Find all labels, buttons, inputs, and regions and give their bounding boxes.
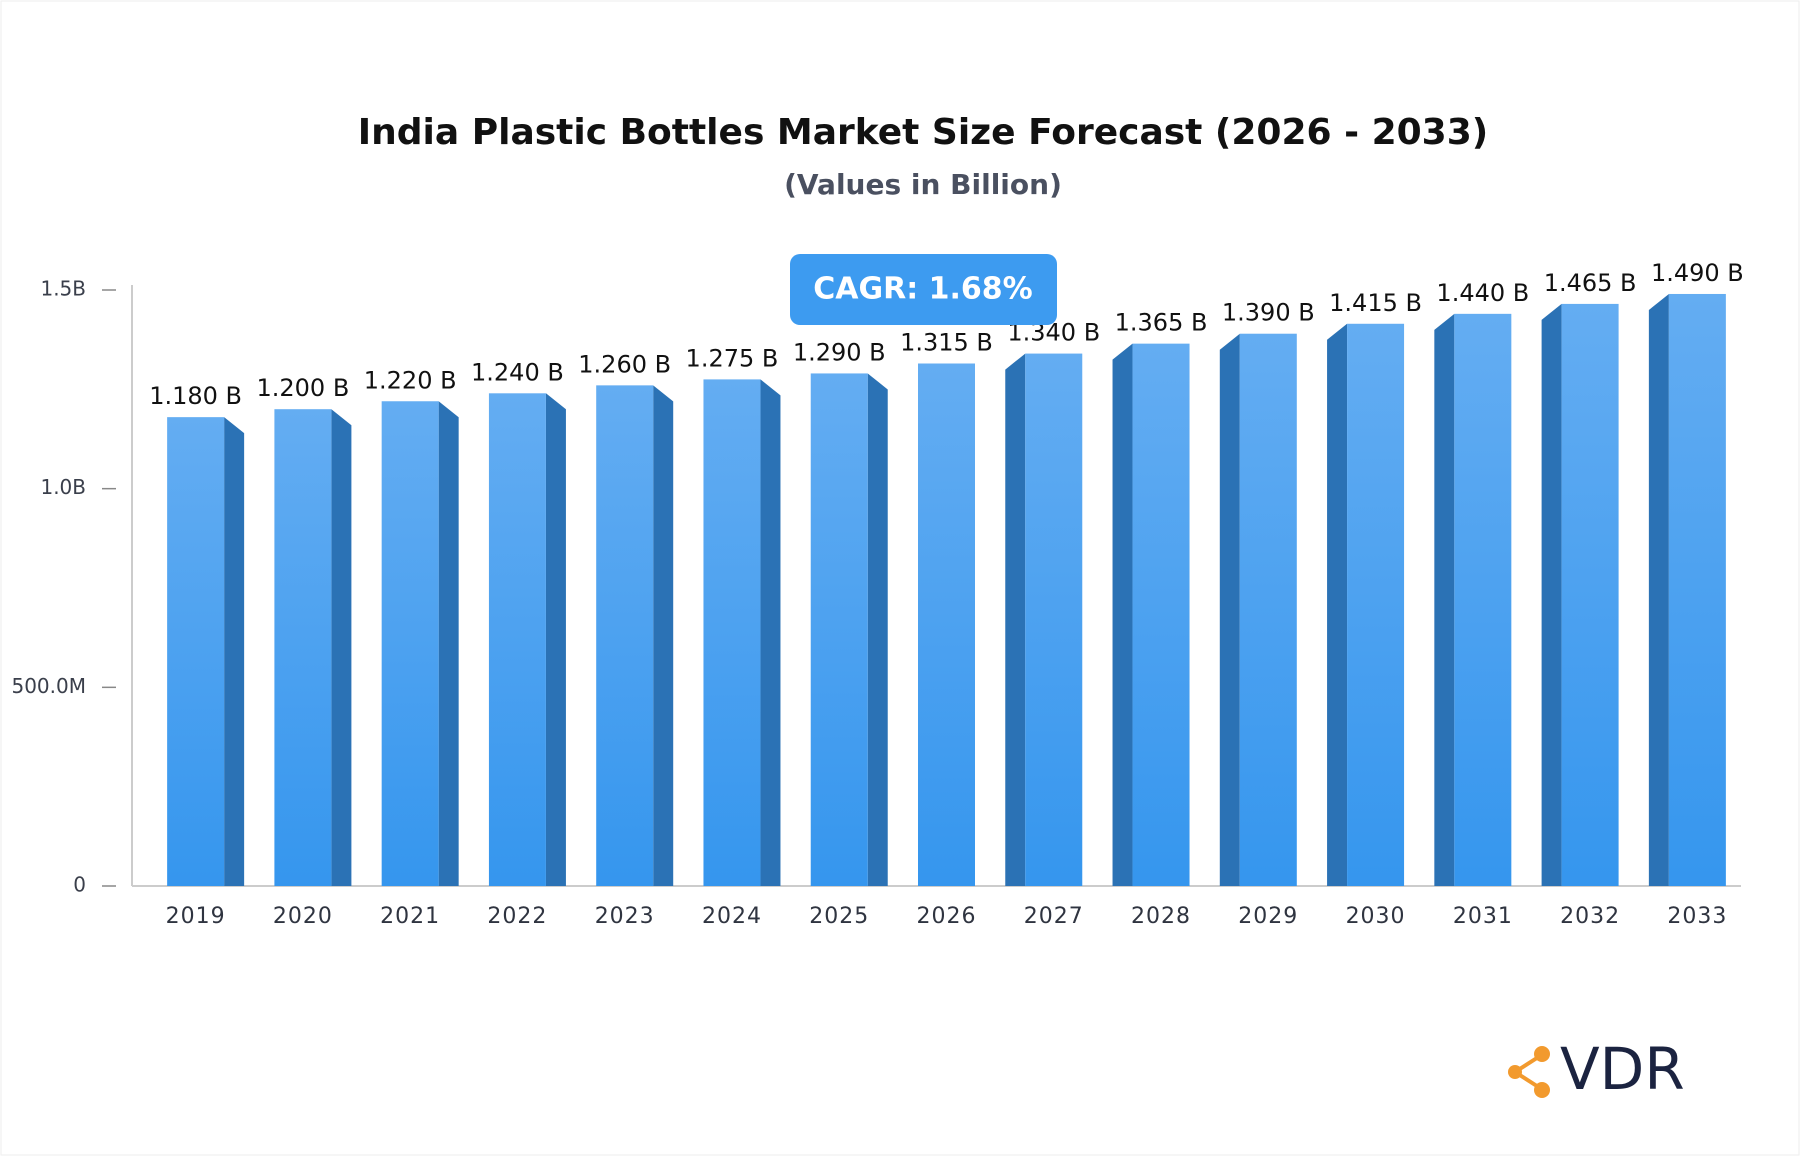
x-tick-label: 2033: [1667, 904, 1727, 929]
bar: [1454, 313, 1512, 887]
bar: [488, 393, 546, 886]
bar-side: [1541, 303, 1562, 886]
x-tick-label: 2031: [1453, 904, 1513, 929]
cagr-box: [790, 254, 1057, 325]
x-tick-label: 2022: [487, 904, 547, 929]
bar-side: [1112, 343, 1133, 886]
bar: [810, 373, 868, 886]
logo-text: VDR: [1560, 1035, 1685, 1103]
cagr-badge: CAGR: 1.68%: [790, 254, 1057, 325]
bar-side: [1434, 313, 1455, 887]
bar: [1025, 353, 1083, 886]
x-tick-label: 2032: [1560, 904, 1620, 929]
x-tick-label: 2025: [809, 904, 869, 929]
x-tick-label: 2028: [1131, 904, 1191, 929]
bar-side: [1005, 353, 1026, 886]
logo: VDR: [1508, 1035, 1685, 1103]
bar-side: [760, 379, 781, 886]
bar-side: [1648, 293, 1669, 886]
bar-side: [224, 417, 245, 886]
bar: [274, 409, 332, 886]
value-label: 1.220 B: [364, 366, 457, 394]
value-label: 1.275 B: [686, 344, 779, 372]
x-tick-label: 2029: [1238, 904, 1298, 929]
y-tick-label: 500.0M: [11, 674, 86, 698]
bar-side: [1327, 323, 1348, 887]
bar: [703, 379, 761, 886]
bar: [1668, 293, 1726, 886]
x-tick-label: 2020: [273, 904, 333, 929]
logo-icon: [1508, 1065, 1522, 1079]
bar: [1132, 343, 1190, 886]
value-label: 1.260 B: [578, 350, 671, 378]
value-label: 1.240 B: [471, 358, 564, 386]
value-label: 1.180 B: [149, 382, 242, 410]
value-label: 1.415 B: [1329, 289, 1422, 317]
x-tick-label: 2023: [595, 904, 655, 929]
value-label: 1.440 B: [1436, 279, 1529, 307]
bar: [1347, 323, 1405, 887]
bar-side: [438, 401, 459, 886]
bar-side: [653, 385, 674, 886]
y-tick-label: 1.0B: [40, 475, 86, 499]
bar-side: [545, 393, 566, 886]
bar: [596, 385, 654, 886]
value-label: 1.465 B: [1544, 269, 1637, 297]
bar: [918, 363, 975, 886]
value-label: 1.365 B: [1115, 309, 1208, 337]
chart-subtitle: (Values in Billion): [784, 168, 1062, 201]
chart-title: India Plastic Bottles Market Size Foreca…: [358, 112, 1488, 153]
value-label: 1.290 B: [793, 338, 886, 366]
x-tick-label: 2019: [166, 904, 226, 929]
x-tick-label: 2024: [702, 904, 762, 929]
y-tick-label: 1.5B: [40, 277, 86, 301]
value-label: 1.390 B: [1222, 299, 1315, 327]
cagr-text: CAGR: 1.68%: [813, 272, 1032, 307]
bar-side: [1219, 333, 1240, 886]
x-tick-label: 2027: [1024, 904, 1084, 929]
x-tick-label: 2026: [917, 904, 977, 929]
logo-icon: [1534, 1046, 1550, 1062]
bar-side: [867, 373, 888, 886]
bar-side: [331, 409, 352, 886]
x-tick-label: 2021: [380, 904, 440, 929]
y-tick-label: 0: [73, 873, 86, 897]
bar: [1239, 333, 1297, 886]
value-label: 1.200 B: [256, 374, 349, 402]
bar: [167, 417, 225, 886]
x-tick-label: 2030: [1346, 904, 1406, 929]
bar: [1561, 303, 1619, 886]
value-label: 1.315 B: [900, 329, 993, 357]
plot-area: 0 500.0M 1.0B 1.5B 2019 1.180 B 2020 1.200 B 202…: [11, 259, 1743, 929]
logo-icon: [1534, 1082, 1550, 1098]
bar: [381, 401, 439, 886]
value-label: 1.490 B: [1651, 259, 1744, 287]
